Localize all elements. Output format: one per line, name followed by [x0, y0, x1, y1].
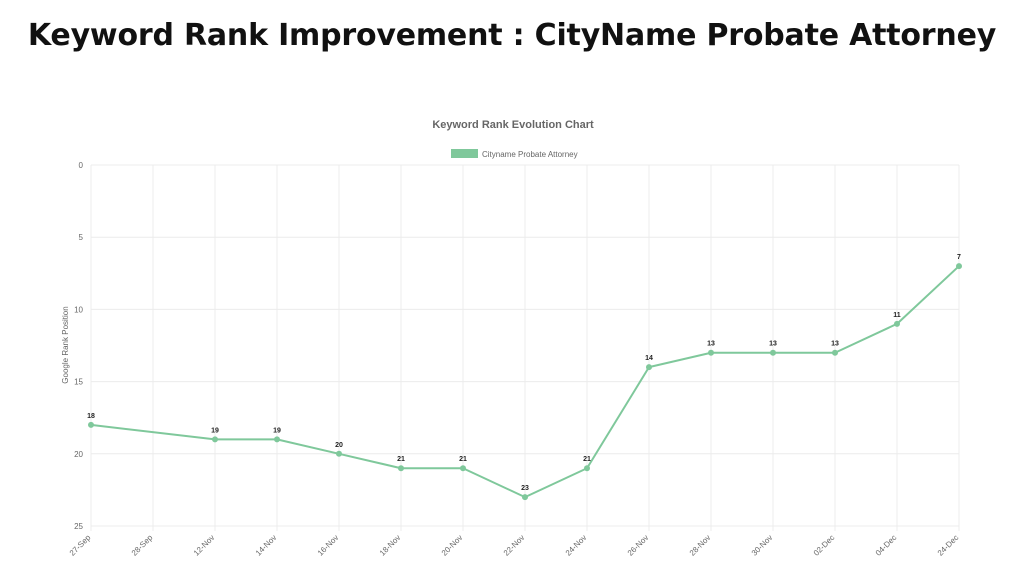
x-tick-label: 26-Nov	[626, 533, 651, 558]
y-tick-label: 10	[74, 305, 83, 314]
grid	[90, 164, 960, 531]
data-label: 21	[397, 456, 405, 463]
data-point[interactable]	[460, 465, 466, 472]
series-cityname-probate-attorney: 18 19 19 20 21 21 23 21 14 13 13 13 11 7	[87, 254, 962, 501]
data-point[interactable]	[956, 263, 962, 270]
data-label: 13	[831, 341, 839, 348]
x-tick-label: 04-Dec	[874, 533, 899, 558]
x-tick-label: 16-Nov	[316, 533, 341, 558]
chart-title: Keyword Rank Evolution Chart	[432, 119, 594, 131]
x-tick-label: 12-Nov	[192, 533, 217, 558]
x-tick-label: 28-Nov	[688, 533, 713, 558]
series-line	[90, 265, 960, 499]
data-point[interactable]	[832, 349, 838, 356]
data-point[interactable]	[88, 421, 94, 428]
data-label: 7	[957, 254, 961, 261]
data-point[interactable]	[336, 450, 342, 457]
x-tick-label: 24-Nov	[564, 533, 589, 558]
data-point[interactable]	[522, 494, 528, 501]
y-tick-label: 20	[74, 450, 83, 459]
x-tick-label: 14-Nov	[254, 533, 279, 558]
data-point[interactable]	[584, 465, 590, 472]
x-tick-label: 30-Nov	[750, 533, 775, 558]
data-label: 19	[211, 427, 219, 434]
data-point[interactable]	[770, 349, 776, 356]
page-title: Keyword Rank Improvement : CityName Prob…	[27, 18, 997, 53]
data-label: 21	[583, 456, 591, 463]
data-label: 21	[459, 456, 467, 463]
data-point[interactable]	[894, 320, 900, 327]
data-label: 13	[707, 341, 715, 348]
x-axis: 27-Sep 28-Sep 12-Nov 14-Nov 16-Nov 18-Nov 20-N…	[68, 533, 961, 558]
x-tick-label: 28-Sep	[130, 533, 155, 558]
x-tick-label: 02-Dec	[812, 533, 837, 558]
data-label: 19	[273, 427, 281, 434]
legend-swatch	[451, 149, 478, 158]
data-point[interactable]	[212, 436, 218, 443]
data-label: 18	[87, 413, 95, 420]
data-label: 13	[769, 341, 777, 348]
y-tick-label: 0	[79, 161, 84, 170]
x-tick-label: 24-Dec	[936, 533, 961, 558]
data-point[interactable]	[398, 465, 404, 472]
data-label: 11	[893, 312, 901, 319]
legend[interactable]: Cityname Probate Attorney	[451, 149, 578, 159]
x-tick-label: 20-Nov	[440, 533, 465, 558]
data-label: 20	[335, 442, 343, 449]
y-tick-label: 15	[74, 378, 83, 387]
data-point[interactable]	[708, 349, 714, 356]
y-tick-label: 25	[74, 522, 83, 531]
data-point[interactable]	[646, 364, 652, 371]
y-axis-label: Google Rank Position	[61, 306, 70, 383]
y-tick-label: 5	[79, 233, 84, 242]
x-tick-label: 18-Nov	[378, 533, 403, 558]
data-point[interactable]	[274, 436, 280, 443]
y-axis: 0 5 10 15 20 25	[74, 161, 83, 531]
x-tick-label: 27-Sep	[68, 533, 93, 558]
data-label: 23	[521, 485, 529, 492]
legend-label: Cityname Probate Attorney	[482, 150, 578, 159]
x-tick-label: 22-Nov	[502, 533, 527, 558]
data-label: 14	[645, 355, 653, 362]
